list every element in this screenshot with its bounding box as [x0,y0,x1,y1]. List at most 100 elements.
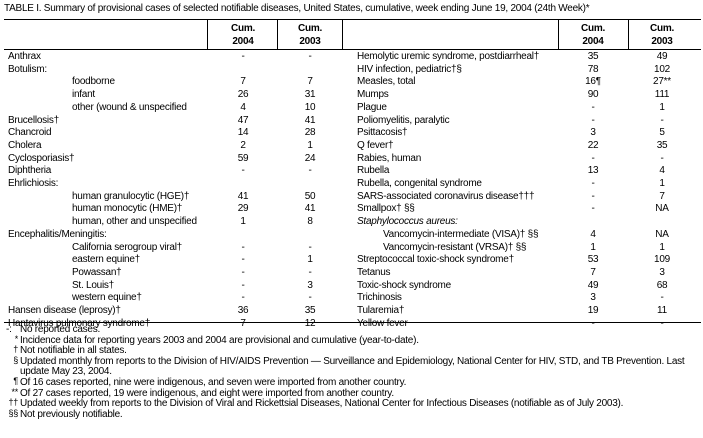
cell: 7 [240,317,246,329]
row-label: California serogroup viral† [72,241,182,253]
row-label: Toxic-shock syndrome [357,279,451,291]
cell: 14 [237,127,249,139]
cell: 3 [307,279,313,291]
cell: - [660,114,664,126]
row-label: Measles, total [357,76,416,88]
row-label: Streptococcal toxic-shock syndrome† [357,254,514,266]
footnote-text: Of 27 cases reported, 19 were indigenous… [20,387,394,399]
cell: 41 [304,114,316,126]
row-label: Vancomycin-resistant (VRSA)† §§ [383,241,527,253]
footnote: §§ Not previously notifiable. [6,408,700,421]
cell: 49 [587,279,599,291]
row-label: Cyclosporiasis† [8,152,75,164]
rule [207,20,208,49]
cell: - [241,241,245,253]
footnote: -: No reported cases. [6,324,700,336]
row-label: human granulocytic (HGE)† [72,190,190,202]
row-label: Q fever† [357,139,394,151]
row-label: Rubella [357,165,390,177]
cell: - [241,165,245,177]
footnote-symbol: ¶ [13,375,18,386]
footnotes: -: No reported cases. * Incidence data for … [6,324,700,421]
cell: 7 [240,76,246,88]
row-label: Plague [357,101,387,113]
cell: 4 [590,228,596,240]
cell: 24 [304,152,316,164]
cell: 10 [304,101,316,113]
cell: - [660,292,664,304]
cell: 41 [304,203,316,215]
cell: 1 [659,178,665,189]
cell: 59 [237,152,249,164]
cell: 1 [659,241,665,253]
row-label: Hemolytic uremic syndrome, postdiarrheal… [357,51,540,62]
cell: NA [655,228,669,240]
footnote-text: Incidence data for reporting years 2003 … [20,334,419,346]
cell: - [308,241,312,253]
cell: - [241,254,245,266]
row-label: Rabies, human [357,152,422,164]
cell: - [591,178,595,189]
cell: - [591,152,595,164]
row-label: human, other and unspecified [72,216,197,228]
row-label: Ehrlichiosis: [8,178,59,189]
cell: 78 [587,63,599,75]
column-header: Cum. [581,23,605,34]
cell: 35 [587,51,599,62]
cell: 49 [656,51,668,62]
row-label: Tularemia† [357,305,405,316]
rule [558,20,559,49]
cell: 28 [304,127,316,139]
cell: 4 [240,101,246,113]
footnote-symbol: § [13,354,18,365]
cell: 3 [590,292,596,304]
row-label: foodborne [72,76,115,88]
footnote-text: Not previously notifiable. [20,408,123,420]
footnote-text: Updated monthly from reports to the Divi… [20,355,685,378]
footnote-symbol: †† [8,397,18,408]
cell: - [241,279,245,291]
row-label: Hansen disease (leprosy)† [8,305,121,316]
cell: 3 [659,266,665,278]
row-label: Chancroid [8,127,52,139]
row-label: HIV infection, pediatric†§ [357,63,462,75]
footnote: † Not notifiable in all states. [6,344,700,357]
row-label: Encephalitis/Meningitis: [8,228,107,240]
row-label: western equine† [72,292,142,304]
cell: 1 [590,241,596,253]
cell: - [591,190,595,202]
cell: 12 [304,317,316,329]
cell: - [660,152,664,164]
row-label: Brucellosis† [8,114,59,126]
row-label: Smallpox† §§ [357,203,415,215]
cell: 5 [659,127,665,139]
cell: - [241,51,245,62]
row-label: Rubella, congenital syndrome [357,178,482,189]
cell: - [660,317,664,329]
cell: 90 [587,89,599,101]
rule [628,20,629,49]
row-label: other (wound & unspecified [72,101,187,113]
row-label: infant [72,89,95,101]
footnote: †† Updated weekly from reports to the Div… [6,397,700,410]
cell: - [591,317,595,329]
cell: 68 [656,279,668,291]
footnote-text: Of 16 cases reported, nine were indigeno… [20,376,407,388]
row-label: Hantavirus pulmonary syndrome† [8,317,151,329]
column-header: 2003 [651,36,673,47]
rule [342,20,343,49]
cell: 1 [307,254,313,266]
footnote: * Incidence data for reporting years 2003… [6,334,700,347]
footnote-symbol: ** [11,386,18,397]
cell: - [591,101,595,113]
rule [4,19,701,20]
row-label: Anthrax [8,51,41,62]
footnote-text: No reported cases. [20,324,100,335]
row-label: Powassan† [72,266,122,278]
column-header: Cum. [650,23,674,34]
cell: 111 [654,89,670,101]
row-label: Cholera [8,139,42,151]
cell: - [591,203,595,215]
cell: 1 [659,101,665,113]
cell: NA [655,203,669,215]
